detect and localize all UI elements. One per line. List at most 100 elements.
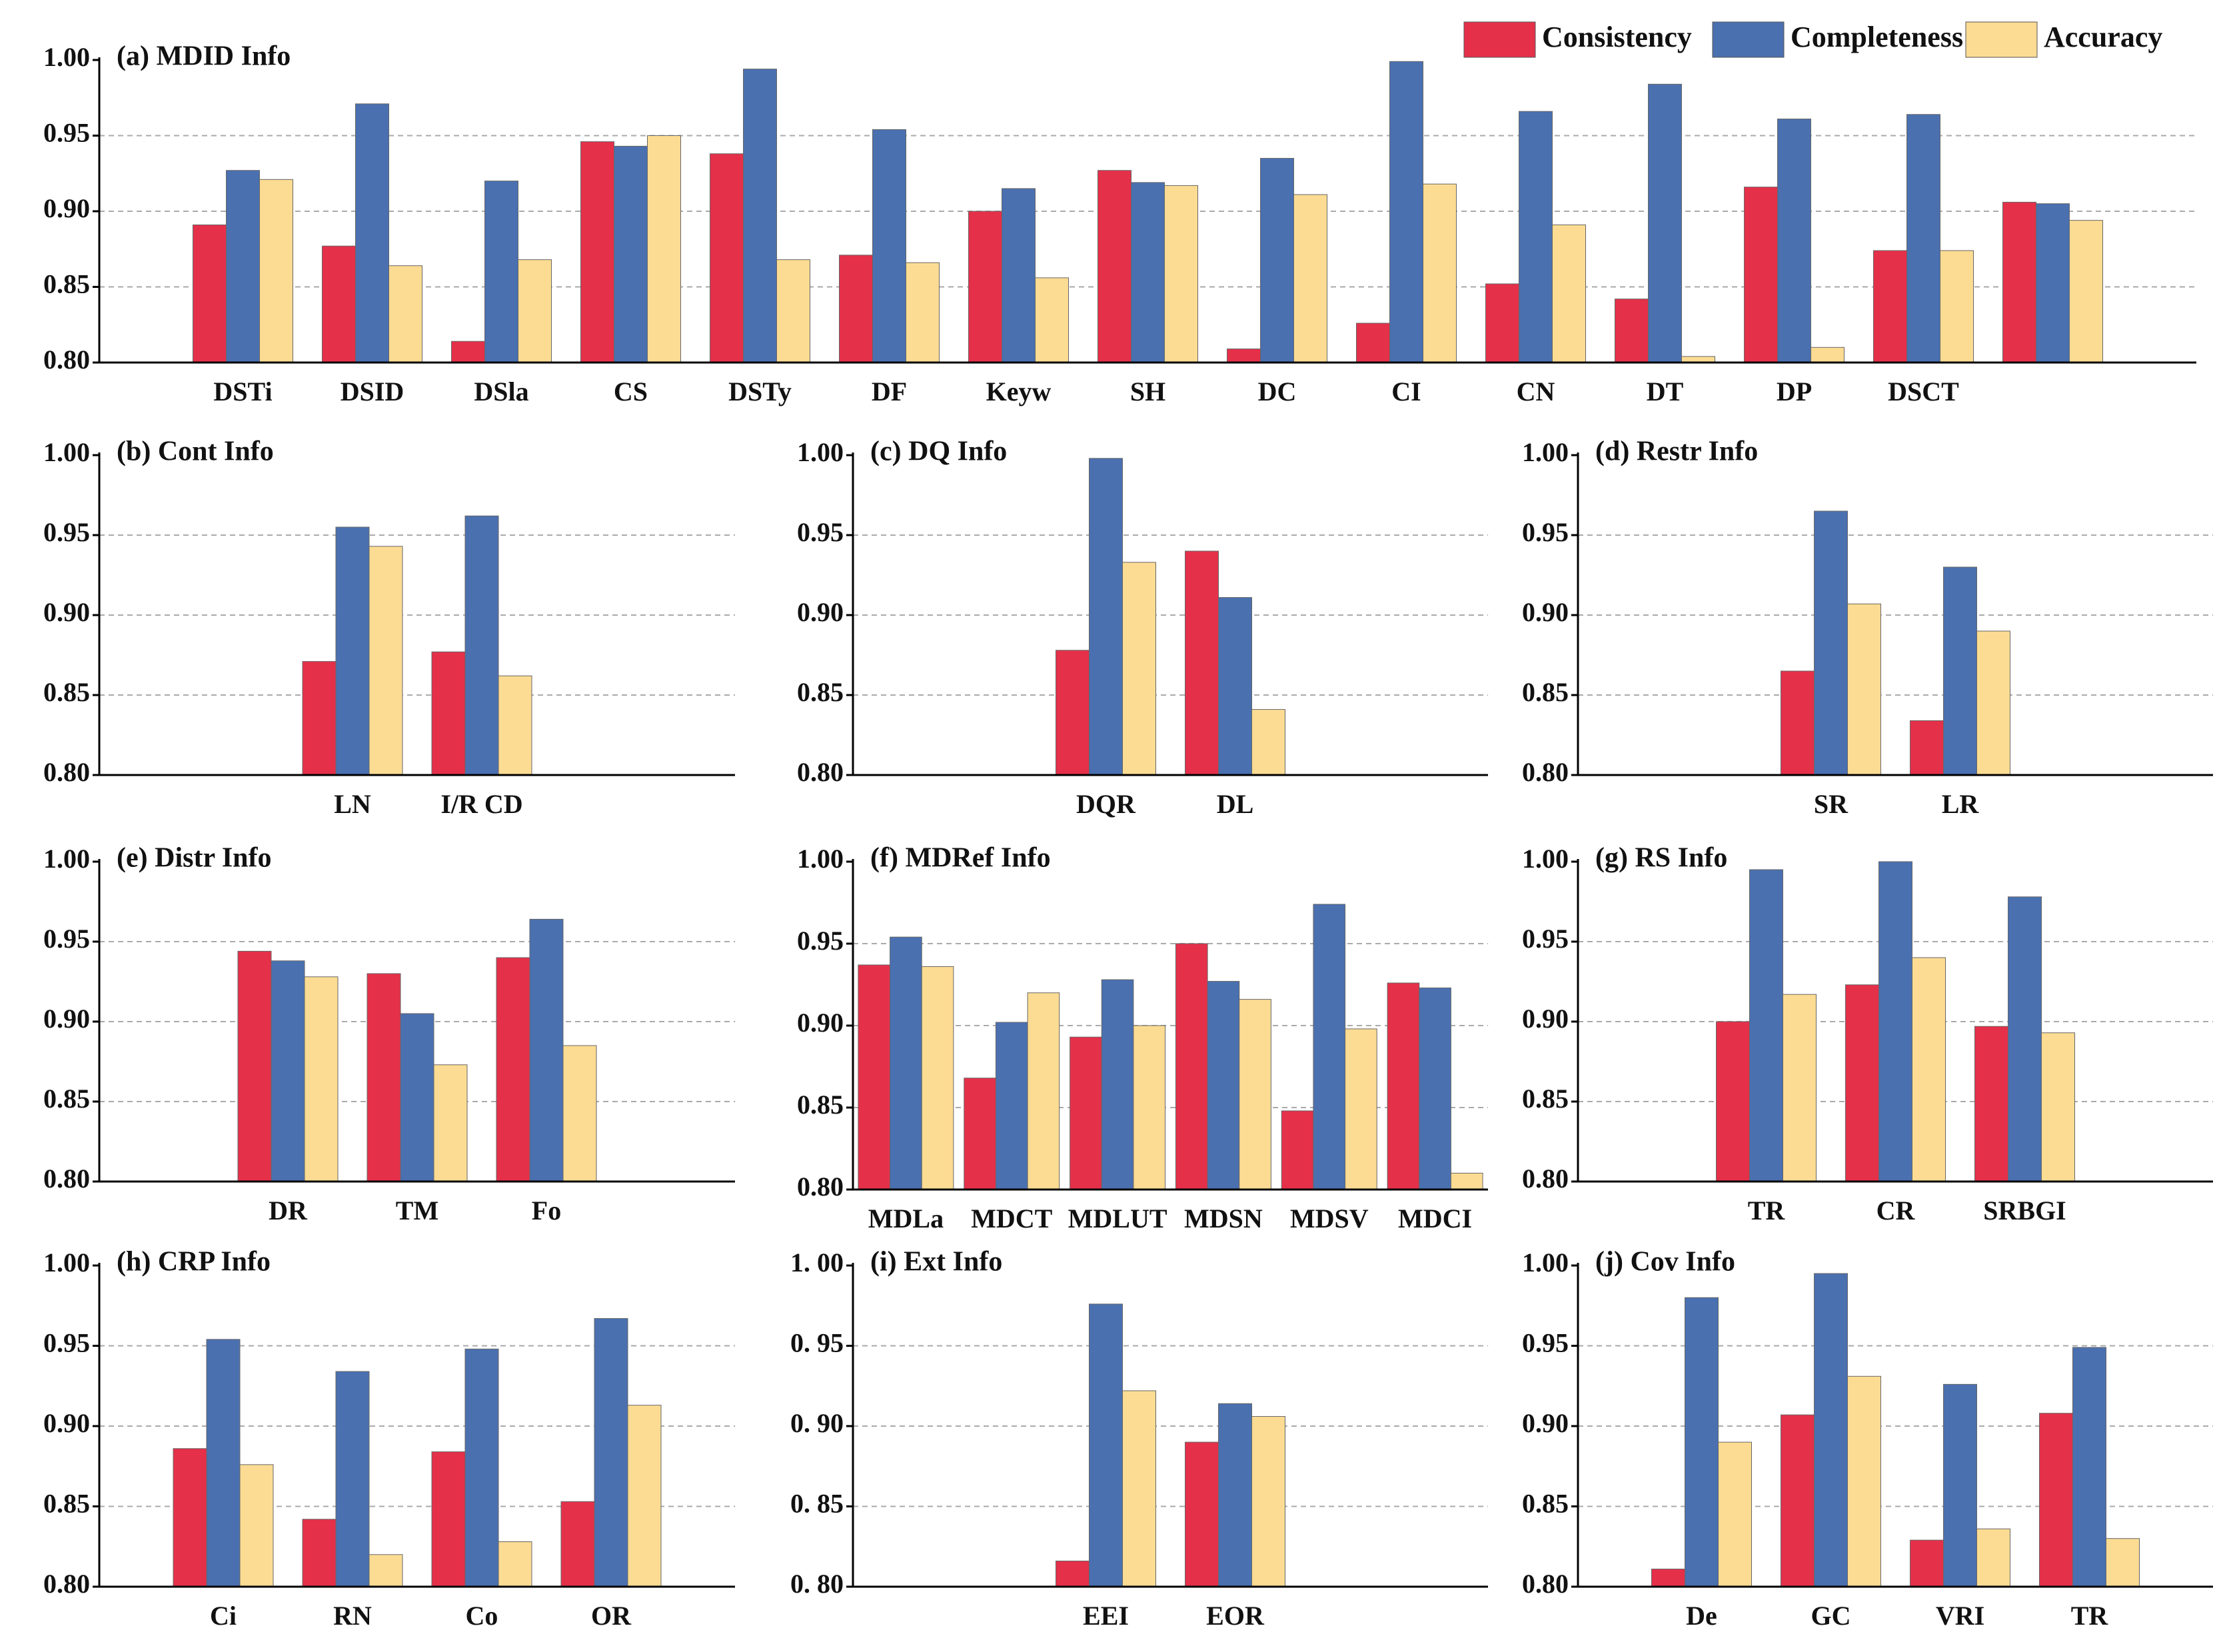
x-tick-label: CN [1517, 377, 1555, 407]
y-tick-label: 0.90 [1522, 597, 1569, 627]
y-tick-label: 0.85 [797, 1090, 844, 1120]
bar [1313, 904, 1346, 1190]
bar [1749, 869, 1783, 1182]
x-tick-label: MDLUT [1068, 1204, 1167, 1234]
y-tick-label: 0.80 [1522, 1569, 1569, 1599]
bar [710, 153, 744, 363]
x-tick-label: DC [1258, 377, 1297, 407]
y-tick-label: 0.95 [43, 517, 90, 547]
y-tick-label: 1.00 [43, 42, 90, 72]
chart-title: (i) Ext Info [870, 1247, 1002, 1277]
bar [498, 675, 532, 776]
bar [995, 1022, 1028, 1190]
x-tick-label: DSTi [213, 377, 272, 407]
y-tick-label: 1.00 [43, 437, 90, 467]
bar [1356, 323, 1390, 363]
bar [1450, 1172, 1483, 1190]
y-tick-label: 0.90 [1522, 1408, 1569, 1438]
y-tick-label: 0.95 [797, 517, 844, 547]
bar [1056, 650, 1090, 776]
y-tick-label: 0.85 [43, 269, 90, 299]
bar [498, 1541, 532, 1587]
y-tick-label: 0.85 [1522, 1084, 1569, 1114]
y-tick-label: 1.00 [43, 1247, 90, 1277]
bar [562, 1045, 597, 1182]
bar [1239, 999, 1271, 1190]
bar [464, 515, 499, 776]
bar [594, 1318, 628, 1587]
y-tick-label: 0.80 [43, 1569, 90, 1599]
bar [1131, 182, 1165, 363]
x-tick-label: TM [396, 1196, 438, 1226]
bar [1218, 597, 1252, 776]
bar [1089, 458, 1123, 776]
x-tick-label: DL [1217, 789, 1254, 819]
x-tick-label: RN [333, 1601, 372, 1631]
bar [173, 1448, 207, 1587]
y-tick-label: 0.80 [1522, 1164, 1569, 1194]
bar [237, 950, 272, 1182]
bar [1943, 566, 1977, 776]
bar [1845, 984, 1879, 1182]
bar [518, 259, 552, 363]
chart-title: (g) RS Info [1595, 843, 1727, 874]
bar [464, 1348, 499, 1587]
bar [1912, 957, 1946, 1182]
bar [1185, 1441, 1219, 1587]
bar [647, 135, 681, 363]
x-tick-label: VRI [1936, 1601, 1984, 1631]
bar [369, 546, 403, 776]
bar [271, 960, 305, 1182]
legend-swatch [1965, 21, 2038, 58]
bar [2072, 1347, 2106, 1587]
bar [2041, 1032, 2075, 1182]
y-tick-label: 0.80 [43, 345, 90, 375]
y-tick-label: 0.85 [43, 677, 90, 707]
x-tick-label: EEI [1083, 1601, 1129, 1631]
bar [580, 141, 614, 363]
bar [1164, 185, 1198, 363]
x-tick-label: Keyw [986, 377, 1052, 407]
bar [1389, 61, 1423, 363]
bar [1293, 194, 1327, 363]
bar [1098, 170, 1131, 363]
bar [890, 936, 922, 1190]
chart-title: (e) Distr Info [117, 843, 272, 874]
bar [484, 181, 518, 363]
chart-title: (b) Cont Info [117, 436, 274, 467]
bar [335, 1371, 370, 1587]
y-tick-label: 0. 80 [790, 1569, 844, 1599]
bar [2039, 1413, 2073, 1587]
bar [1814, 1273, 1848, 1587]
bar [1070, 1036, 1102, 1190]
bar [226, 170, 260, 363]
bar [1940, 250, 1974, 363]
y-tick-label: 0. 90 [790, 1408, 844, 1438]
y-tick-label: 0.80 [797, 1172, 844, 1202]
bar [239, 1464, 274, 1587]
y-tick-label: 0.95 [43, 1328, 90, 1358]
bar [433, 1064, 468, 1182]
chart-title: (c) DQ Info [870, 436, 1007, 467]
y-tick-label: 0.85 [43, 1489, 90, 1519]
bar [921, 966, 954, 1190]
x-tick-label: EOR [1206, 1601, 1265, 1631]
bar [1685, 1297, 1719, 1587]
bar [369, 1554, 403, 1587]
x-tick-label: Fo [532, 1196, 561, 1226]
y-tick-label: 0.95 [43, 118, 90, 148]
x-tick-label: Co [466, 1601, 498, 1631]
bar [1847, 603, 1881, 776]
bar [1878, 861, 1912, 1182]
bar [1814, 510, 1848, 776]
bar [1976, 1528, 2010, 1587]
bar [1485, 283, 1519, 363]
bar [1101, 979, 1134, 1190]
bar [839, 255, 873, 363]
x-tick-label: CI [1391, 377, 1421, 407]
bar [1122, 1390, 1156, 1587]
y-tick-label: 0.90 [43, 1408, 90, 1438]
bar [906, 262, 940, 363]
bar [1910, 1539, 1944, 1587]
bar [1002, 188, 1036, 363]
